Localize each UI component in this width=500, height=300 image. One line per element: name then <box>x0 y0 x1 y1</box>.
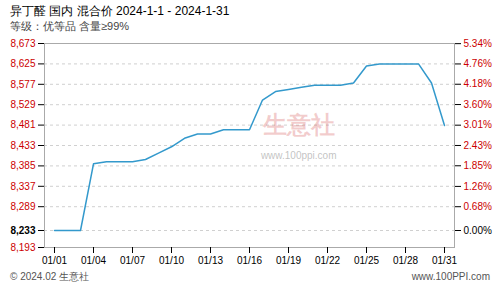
svg-text:2.43%: 2.43% <box>464 140 492 151</box>
svg-text:8,577: 8,577 <box>10 79 35 90</box>
svg-text:www.100ppi.com: www.100ppi.com <box>260 150 337 161</box>
svg-text:01/28: 01/28 <box>393 255 418 266</box>
svg-text:01/25: 01/25 <box>354 255 379 266</box>
html-text:等级：优等品 含量≥99%: 等级：优等品 含量≥99% <box>10 20 130 32</box>
svg-text:01/10: 01/10 <box>159 255 184 266</box>
svg-text:01/31: 01/31 <box>432 255 457 266</box>
svg-text:8,625: 8,625 <box>10 58 35 69</box>
html-text:异丁醛 国内 混合价 2024-1-1 - 2024-1-3: 异丁醛 国内 混合价 2024-1-1 - 2024-1-31 <box>10 4 230 18</box>
svg-text:8,385: 8,385 <box>10 160 35 171</box>
svg-text:01/01: 01/01 <box>42 255 67 266</box>
svg-text:8,233: 8,233 <box>10 225 35 236</box>
svg-text:01/16: 01/16 <box>237 255 262 266</box>
svg-text:3.01%: 3.01% <box>464 119 492 130</box>
svg-text:生意社: 生意社 <box>262 111 335 138</box>
svg-text:0.00%: 0.00% <box>464 225 492 236</box>
svg-text:8,337: 8,337 <box>10 181 35 192</box>
svg-text:5.34%: 5.34% <box>464 38 492 49</box>
svg-text:8,529: 8,529 <box>10 99 35 110</box>
svg-text:8,481: 8,481 <box>10 119 35 130</box>
svg-text:4.76%: 4.76% <box>464 58 492 69</box>
svg-text:01/22: 01/22 <box>315 255 340 266</box>
svg-text:01/19: 01/19 <box>276 255 301 266</box>
html-text:www.100PPI.com: www.100PPI.com <box>411 271 490 282</box>
svg-text:8,433: 8,433 <box>10 140 35 151</box>
svg-text:01/13: 01/13 <box>198 255 223 266</box>
svg-text:1.85%: 1.85% <box>464 160 492 171</box>
svg-text:8,289: 8,289 <box>10 201 35 212</box>
svg-text:8,193: 8,193 <box>10 242 35 253</box>
svg-text:8,673: 8,673 <box>10 38 35 49</box>
svg-text:3.60%: 3.60% <box>464 99 492 110</box>
svg-text:01/07: 01/07 <box>120 255 145 266</box>
html-text:© 2024.02 生意社: © 2024.02 生意社 <box>10 271 90 282</box>
svg-text:1.26%: 1.26% <box>464 181 492 192</box>
svg-text:01/04: 01/04 <box>81 255 106 266</box>
svg-text:0.68%: 0.68% <box>464 201 492 212</box>
svg-text:4.18%: 4.18% <box>464 78 492 89</box>
